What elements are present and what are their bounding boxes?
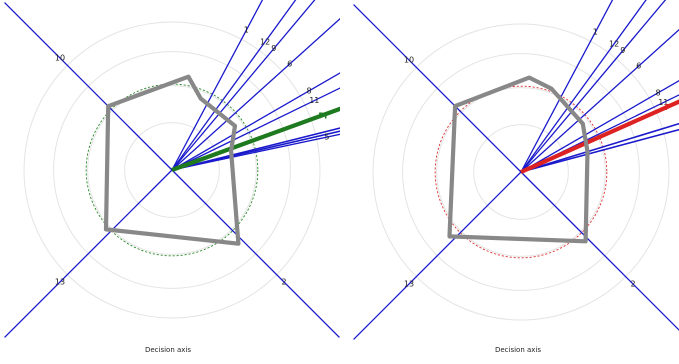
- chart0-axis-line-9: [171, 0, 316, 171]
- chart0-grid-ring-3: [23, 21, 321, 319]
- radar-chart-left-xlabel: Decision axis: [144, 346, 192, 354]
- chart0-axis-label-11: 11: [309, 96, 319, 105]
- chart0-grid-ring-2: [53, 51, 291, 289]
- chart0-axis-label-1: 1: [244, 26, 249, 35]
- chart0-axis-label-12: 12: [260, 37, 270, 46]
- chart0-axis-line-13: [4, 169, 173, 338]
- chart0-axis-line-11: [171, 87, 340, 171]
- chart1-axis-label-8: 8: [656, 88, 661, 97]
- chart1-axis-line-10: [353, 4, 522, 173]
- chart0-grid-ring-0: [124, 122, 220, 218]
- chart1-axis-line-1: [520, 0, 614, 173]
- chart0-axis-label-5: 5: [324, 133, 329, 142]
- chart1-axis-label-9: 9: [620, 46, 625, 55]
- chart0-grid-ring-1: [87, 85, 257, 255]
- radar-chart-right: 1 12 9 6 8 11 2 13 10 P Decision axis: [340, 0, 679, 364]
- chart0-axis-line-10: [4, 2, 173, 171]
- radar-chart-left-plot: 1 129 6 811 5 2 13 10 PI: [4, 0, 340, 338]
- chart1-axis-line-9: [520, 0, 667, 173]
- chart0-axis-label-10: 10: [55, 54, 65, 63]
- chart0-axis-label-6: 6: [287, 60, 292, 69]
- chart1-polygon: [447, 75, 590, 244]
- chart1-grid-ring-3: [372, 23, 670, 321]
- chart1-axis-label-10: 10: [404, 56, 414, 65]
- chart0-axis-label-13: 13: [55, 278, 65, 287]
- chart1-axis-label-13: 13: [404, 280, 414, 289]
- chart0-reference-circle: [85, 83, 259, 257]
- chart0-highlight-axis-line: [171, 106, 340, 172]
- chart0-axis-line-12: [171, 0, 297, 171]
- chart1-axis-line-8: [520, 80, 679, 173]
- chart1-grid-ring-2: [402, 53, 640, 291]
- chart0-axis-line-1: [171, 0, 264, 171]
- radar-chart-left: 1 12 9 6 8 11 5 2 13 10 PI Decision axis: [4, 0, 340, 354]
- chart0-axis-label-8: 8: [307, 86, 312, 95]
- chart0-axis-line-8: [171, 72, 340, 171]
- chart0-axis-label-9: 9: [271, 44, 276, 53]
- chart1-axis-label-2: 2: [630, 280, 635, 289]
- chart0-axis-line-6: [171, 17, 340, 171]
- chart1-axis-label-6: 6: [636, 62, 641, 71]
- chart1-grid-ring-0: [473, 124, 569, 220]
- chart1-axis-line-6: [520, 28, 679, 173]
- chart0-polygon: [103, 74, 241, 246]
- radar-chart-right-xlabel: Decision axis: [494, 346, 542, 354]
- chart1-axis-label-1: 1: [593, 28, 598, 37]
- chart1-highlight-axis-line: [520, 99, 679, 174]
- chart1-axis-line-2: [520, 171, 679, 331]
- chart1-axis-label-11: 11: [658, 98, 668, 107]
- chart0-axis-line-extra-1: [171, 127, 340, 171]
- chart0-highlight-axis-label: PI: [318, 111, 327, 120]
- chart0-axis-line-2: [171, 169, 340, 338]
- chart1-axis-line-extra-0: [520, 128, 679, 173]
- chart1-axis-label-12: 12: [609, 39, 619, 48]
- chart0-axis-label-2: 2: [281, 278, 286, 287]
- chart1-axis-line-extra-1: [520, 122, 679, 173]
- chart1-highlight-axis-label: P: [665, 103, 671, 112]
- chart1-axis-line-13: [353, 171, 522, 340]
- chart1-axis-line-12: [520, 0, 647, 173]
- chart1-grid-ring-1: [436, 87, 606, 257]
